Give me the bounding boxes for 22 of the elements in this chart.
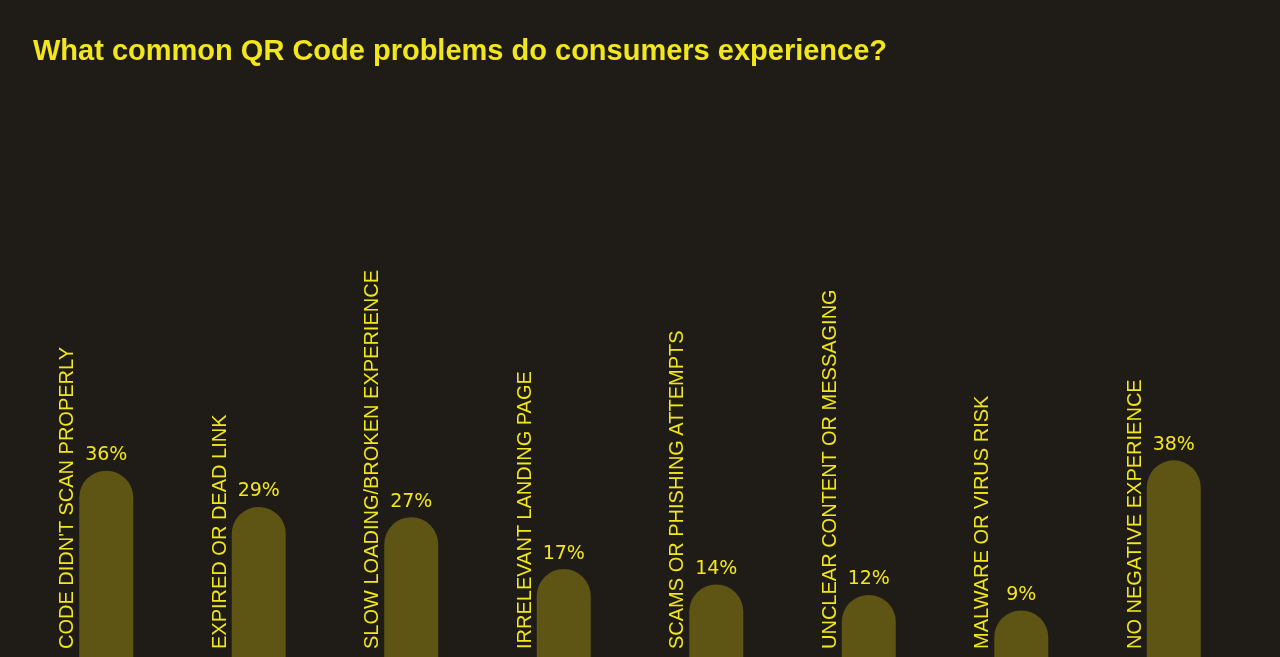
x-tick-label: UNCLEAR CONTENT OR MESSAGING [817, 289, 840, 649]
x-tick-label: NO NEGATIVE EXPERIENCE [1122, 379, 1145, 649]
data-label: 27% [390, 488, 433, 511]
data-label: 14% [695, 556, 738, 579]
bar [1146, 460, 1201, 657]
data-label: 38% [1152, 431, 1195, 454]
data-label: 17% [542, 540, 585, 563]
x-tick-label: EXPIRED OR DEAD LINK [207, 413, 230, 649]
data-label: 36% [85, 442, 128, 465]
data-label: 12% [847, 566, 890, 589]
x-tick-label: CODE DIDN'T SCAN PROPERLY [55, 346, 78, 649]
x-tick-label: SLOW LOADING/BROKEN EXPERIENCE [360, 270, 383, 649]
chart-title: What common QR Code problems do consumers experience? [33, 33, 888, 66]
bar [384, 517, 439, 657]
bar [231, 506, 286, 657]
x-tick-label: SCAMS OR PHISHING ATTEMPTS [665, 330, 688, 649]
bar [79, 470, 134, 657]
data-label: 29% [237, 478, 280, 501]
data-label: 9% [1006, 581, 1037, 604]
bar [536, 569, 591, 657]
x-tick-label: IRRELEVANT LANDING PAGE [512, 371, 535, 649]
x-tick-label: MALWARE OR VIRUS RISK [970, 394, 993, 649]
